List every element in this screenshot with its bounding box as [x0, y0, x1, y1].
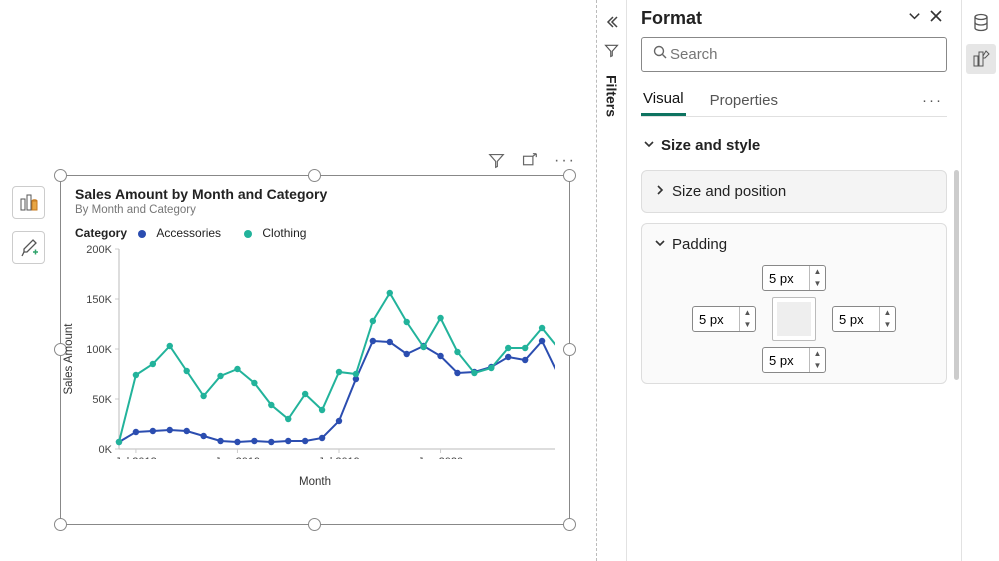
padding-right-input[interactable]: ▲▼ — [832, 306, 896, 332]
chevron-right-icon — [654, 183, 672, 200]
visual-type-button[interactable] — [12, 186, 45, 219]
svg-text:50K: 50K — [92, 394, 112, 406]
legend-item-0: Accessories — [156, 226, 221, 240]
svg-text:0K: 0K — [99, 444, 113, 456]
resize-handle-sw[interactable] — [54, 518, 67, 531]
legend-item-1: Clothing — [262, 226, 306, 240]
stepper-up-icon[interactable]: ▲ — [740, 307, 755, 319]
chart-legend: Category Accessories Clothing — [75, 226, 555, 240]
close-pane-icon[interactable] — [925, 9, 947, 28]
right-rail — [961, 0, 999, 561]
resize-handle-ne[interactable] — [563, 169, 576, 182]
database-icon — [971, 13, 991, 33]
svg-text:150K: 150K — [86, 294, 112, 306]
report-canvas[interactable]: ··· Sales Amount by Month and Category B… — [0, 0, 596, 561]
card-padding: Padding ▲▼ ▲▼ ▲▼ ▲▼ — [641, 223, 947, 384]
resize-handle-n[interactable] — [308, 169, 321, 182]
section-padding-header[interactable]: Padding — [654, 234, 934, 255]
chevron-down-icon — [654, 236, 672, 253]
format-pane-button[interactable] — [966, 44, 996, 74]
svg-text:Jan 2020: Jan 2020 — [418, 456, 463, 459]
filters-funnel-icon — [604, 43, 619, 63]
y-axis-label: Sales Amount — [63, 324, 75, 395]
bar-cylinder-icon — [19, 193, 39, 213]
paintbrush-plus-icon — [19, 238, 39, 258]
svg-text:100K: 100K — [86, 344, 112, 356]
chevron-down-icon — [643, 137, 661, 154]
format-search-input[interactable] — [668, 45, 936, 64]
svg-text:Jul 2019: Jul 2019 — [318, 456, 360, 459]
scrollbar-thumb[interactable] — [954, 170, 959, 380]
resize-handle-e[interactable] — [563, 343, 576, 356]
chart-subtitle: By Month and Category — [75, 204, 555, 216]
resize-handle-s[interactable] — [308, 518, 321, 531]
padding-label: Padding — [672, 236, 727, 253]
padding-left-input[interactable]: ▲▼ — [692, 306, 756, 332]
padding-bottom-input[interactable]: ▲▼ — [762, 347, 826, 373]
stepper-down-icon[interactable]: ▼ — [810, 360, 825, 372]
paintbrush-icon — [971, 49, 991, 69]
format-brush-button[interactable] — [12, 231, 45, 264]
expand-filters-icon[interactable] — [604, 14, 620, 35]
chart-title: Sales Amount by Month and Category — [75, 186, 555, 202]
resize-handle-nw[interactable] — [54, 169, 67, 182]
stepper-down-icon[interactable]: ▼ — [810, 278, 825, 290]
data-pane-button[interactable] — [966, 8, 996, 38]
card-size-and-position[interactable]: Size and position — [641, 170, 947, 213]
tab-properties[interactable]: Properties — [708, 86, 780, 115]
line-chart-visual[interactable]: Sales Amount by Month and Category By Mo… — [60, 175, 570, 525]
stepper-up-icon[interactable]: ▲ — [880, 307, 895, 319]
chart-svg: 0K 50K 100K 150K 200K Jul 2018 Jan 2019 Jul 201… — [75, 244, 555, 459]
size-position-label: Size and position — [672, 183, 786, 200]
filters-label: Filters — [604, 75, 620, 117]
section-size-and-style[interactable]: Size and style — [641, 131, 947, 160]
format-search-box[interactable] — [641, 37, 947, 72]
stepper-down-icon[interactable]: ▼ — [740, 319, 755, 331]
stepper-up-icon[interactable]: ▲ — [810, 266, 825, 278]
tabs-more-icon[interactable]: ··· — [922, 92, 947, 109]
svg-text:Jul 2018: Jul 2018 — [115, 456, 157, 459]
format-pane: Format Visual Properties ··· Size and st… — [626, 0, 961, 561]
focus-mode-icon[interactable] — [521, 152, 538, 174]
stepper-down-icon[interactable]: ▼ — [880, 319, 895, 331]
search-icon — [652, 44, 668, 65]
x-axis-label: Month — [75, 476, 555, 488]
collapse-pane-icon[interactable] — [903, 9, 925, 29]
resize-handle-se[interactable] — [563, 518, 576, 531]
stepper-up-icon[interactable]: ▲ — [810, 348, 825, 360]
filters-pane-collapsed[interactable]: Filters — [596, 0, 626, 561]
padding-preview-box — [772, 297, 816, 341]
padding-top-input[interactable]: ▲▼ — [762, 265, 826, 291]
svg-text:Jan 2019: Jan 2019 — [215, 456, 260, 459]
svg-text:200K: 200K — [86, 244, 112, 256]
legend-title: Category — [75, 226, 127, 240]
filter-icon[interactable] — [488, 152, 505, 174]
tab-visual[interactable]: Visual — [641, 84, 686, 116]
size-style-label: Size and style — [661, 137, 760, 154]
format-pane-title: Format — [641, 8, 903, 29]
